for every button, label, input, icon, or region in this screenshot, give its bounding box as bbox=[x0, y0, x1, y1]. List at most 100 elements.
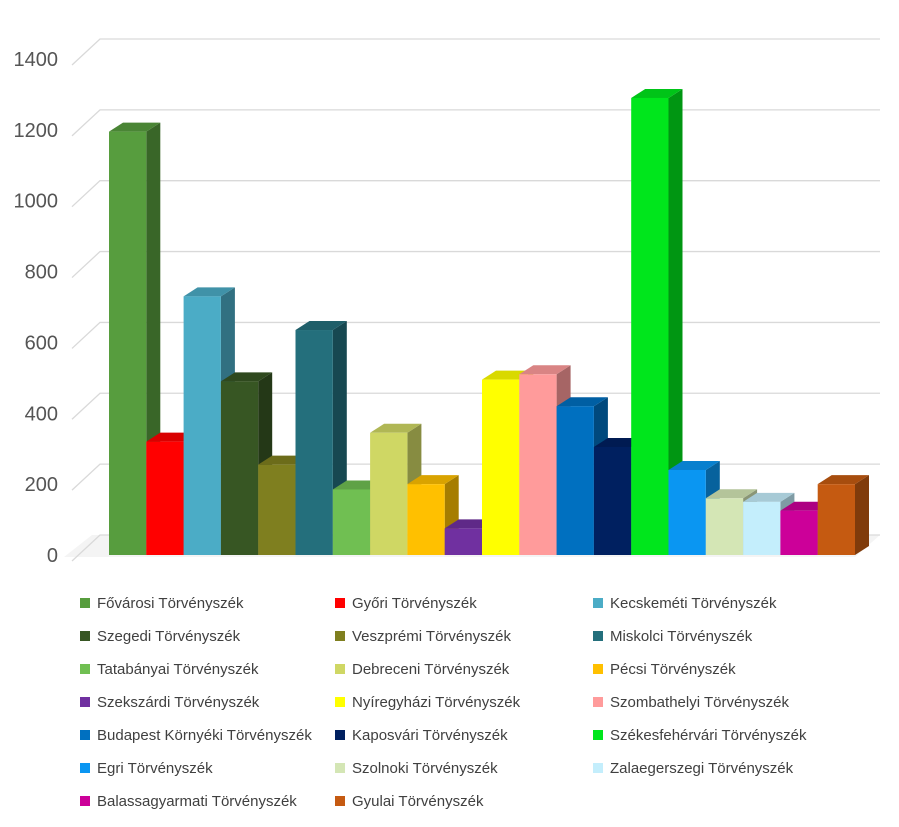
bar-front bbox=[258, 464, 296, 555]
bar-side bbox=[668, 88, 683, 555]
bar-front bbox=[705, 498, 744, 555]
legend-swatch bbox=[80, 796, 90, 806]
bar-front bbox=[519, 374, 557, 555]
legend-label: Kecskeméti Törvényszék bbox=[610, 594, 777, 612]
legend-label: Egri Törvényszék bbox=[97, 759, 213, 777]
legend-item: Székesfehérvári Törvényszék bbox=[593, 724, 863, 746]
gridline bbox=[71, 180, 880, 208]
y-tick-label: 1000 bbox=[14, 191, 59, 213]
y-tick-label: 1200 bbox=[14, 120, 59, 142]
legend-swatch bbox=[80, 763, 90, 773]
bar-top bbox=[407, 475, 459, 485]
legend-item: Kaposvári Törvényszék bbox=[335, 724, 593, 746]
legend-label: Debreceni Törvényszék bbox=[352, 660, 510, 678]
legend-swatch bbox=[335, 598, 345, 608]
bar-top bbox=[631, 88, 683, 98]
bar-top bbox=[109, 122, 161, 132]
legend-swatch bbox=[593, 598, 603, 608]
legend-label: Veszprémi Törvényszék bbox=[352, 627, 511, 645]
bar-side bbox=[855, 475, 869, 555]
bar-front bbox=[146, 441, 184, 555]
gridline bbox=[71, 38, 880, 66]
bar-top bbox=[183, 287, 235, 297]
bar-front bbox=[332, 489, 371, 555]
bar-top bbox=[519, 365, 571, 375]
y-tick-label: 1400 bbox=[14, 49, 59, 71]
legend-item: Egri Törvényszék bbox=[80, 757, 335, 779]
bar-front bbox=[295, 330, 333, 555]
legend-item: Nyíregyházi Törvényszék bbox=[335, 691, 593, 713]
legend-label: Pécsi Törvényszék bbox=[610, 660, 736, 678]
legend-item: Balassagyarmati Törvényszék bbox=[80, 790, 335, 812]
gridline bbox=[71, 392, 880, 420]
bar-front bbox=[407, 484, 445, 555]
y-axis: 0 200 400 600 800 1000 1200 1400 bbox=[14, 49, 59, 567]
bar bbox=[817, 475, 869, 555]
bar-front bbox=[668, 469, 706, 555]
bar-top bbox=[370, 423, 422, 433]
gridline bbox=[71, 250, 880, 279]
legend-item: Tatabányai Törvényszék bbox=[80, 658, 335, 680]
legend-label: Fővárosi Törvényszék bbox=[97, 594, 244, 612]
legend-swatch bbox=[593, 631, 603, 641]
legend-swatch bbox=[335, 697, 345, 707]
legend-label: Szombathelyi Törvényszék bbox=[610, 693, 789, 711]
bar-front bbox=[593, 446, 632, 555]
legend-label: Budapest Környéki Törvényszék bbox=[97, 726, 312, 744]
gridline bbox=[71, 109, 880, 137]
bar-top bbox=[817, 475, 869, 485]
bar-top bbox=[705, 489, 758, 499]
bar-front bbox=[482, 379, 520, 555]
bars bbox=[109, 88, 869, 555]
y-tick-label: 0 bbox=[47, 545, 58, 567]
y-tick-label: 400 bbox=[25, 403, 58, 425]
bar-front bbox=[817, 484, 855, 555]
legend-item: Szekszárdi Törvényszék bbox=[80, 691, 335, 713]
bar-front bbox=[370, 432, 408, 555]
legend-item: Pécsi Törvényszék bbox=[593, 658, 863, 680]
legend-label: Balassagyarmati Törvényszék bbox=[97, 792, 297, 810]
legend-swatch bbox=[80, 730, 90, 740]
legend-swatch bbox=[80, 631, 90, 641]
legend-label: Zalaegerszegi Törvényszék bbox=[610, 759, 794, 777]
bar-top bbox=[220, 372, 273, 382]
legend-label: Szegedi Törvényszék bbox=[97, 627, 241, 645]
legend-label: Gyulai Törvényszék bbox=[352, 792, 484, 810]
y-tick-label: 600 bbox=[25, 332, 58, 354]
legend-label: Szekszárdi Törvényszék bbox=[97, 693, 260, 711]
bar bbox=[183, 287, 235, 555]
legend-item: Gyulai Törvényszék bbox=[335, 790, 593, 812]
legend-item: Szegedi Törvényszék bbox=[80, 625, 335, 647]
legend-label: Miskolci Törvényszék bbox=[610, 627, 753, 645]
legend-label: Tatabányai Törvényszék bbox=[97, 660, 259, 678]
bar bbox=[631, 88, 683, 555]
legend-label: Nyíregyházi Törvényszék bbox=[352, 693, 521, 711]
legend-item: Veszprémi Törvényszék bbox=[335, 625, 593, 647]
legend-swatch bbox=[593, 664, 603, 674]
bar-top bbox=[668, 460, 720, 470]
legend-swatch bbox=[335, 796, 345, 806]
legend-label: Szolnoki Törvényszék bbox=[352, 759, 498, 777]
legend-swatch bbox=[335, 730, 345, 740]
legend-item: Miskolci Törvényszék bbox=[593, 625, 863, 647]
legend-swatch bbox=[335, 763, 345, 773]
legend-item: Budapest Környéki Törvényszék bbox=[80, 724, 335, 746]
bar-front bbox=[444, 528, 482, 555]
y-tick-label: 800 bbox=[25, 262, 58, 284]
bar-front bbox=[183, 296, 221, 555]
legend-swatch bbox=[593, 763, 603, 773]
legend-item: Debreceni Törvényszék bbox=[335, 658, 593, 680]
legend-item: Szolnoki Törvényszék bbox=[335, 757, 593, 779]
legend-swatch bbox=[80, 697, 90, 707]
legend-item: Fővárosi Törvényszék bbox=[80, 592, 335, 614]
gridline bbox=[71, 321, 880, 349]
legend-swatch bbox=[80, 598, 90, 608]
legend-item: Kecskeméti Törvényszék bbox=[593, 592, 863, 614]
bar-front bbox=[109, 131, 147, 555]
bar-front bbox=[220, 381, 259, 555]
bar-top bbox=[743, 492, 795, 502]
y-tick-label: 200 bbox=[25, 474, 58, 496]
legend-label: Székesfehérvári Törvényszék bbox=[610, 726, 807, 744]
bar-front bbox=[780, 510, 818, 555]
legend-swatch bbox=[593, 730, 603, 740]
